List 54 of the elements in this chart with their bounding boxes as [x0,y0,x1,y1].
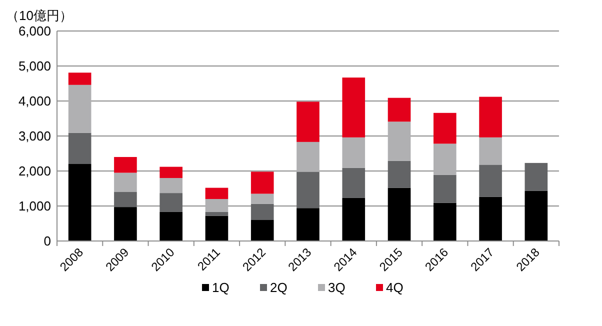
bar [250,194,274,204]
bar [160,166,182,178]
bar [342,168,366,198]
y-tick-label: 0 [44,234,51,248]
bar [388,98,411,122]
bar [205,188,228,199]
y-tick-label: 2,000 [18,164,51,178]
bar [68,72,92,85]
bar [205,212,228,216]
bar [160,212,182,241]
bar [296,102,320,142]
y-tick-label: 4,000 [18,94,51,108]
bar [388,188,411,241]
bar [296,172,320,208]
bar [479,137,502,165]
y-tick-label: 5,000 [18,58,51,74]
bar [342,137,366,168]
bar [68,132,92,164]
legend-label: 3Q [328,280,346,295]
bar [114,207,137,241]
bar [342,78,366,138]
bar [388,160,411,188]
bar [479,196,502,241]
bar [434,112,456,144]
bar [205,216,228,241]
bar [205,199,228,212]
bar [296,208,320,241]
bar [68,164,92,241]
bar [160,193,182,212]
y-tick-label: 3,000 [18,128,51,144]
bar [342,198,366,241]
bar [434,144,456,175]
bar [160,178,182,194]
legend-label: 1Q [212,280,230,295]
bar [114,172,137,192]
bar [68,84,92,133]
bar [250,220,274,241]
y-tick-label: 1,000 [18,198,51,214]
bar [434,202,456,241]
legend-label: 4Q [386,280,404,295]
bar [479,164,502,197]
y-axis-title: （10億円） [6,8,72,23]
bar [114,157,137,173]
bar [434,174,456,203]
bar [296,142,320,172]
legend-label: 2Q [270,280,288,295]
y-tick-label: 6,000 [18,24,51,38]
bar [524,162,548,191]
bar [250,172,274,194]
bar [388,122,411,161]
bar [479,96,502,138]
bar [114,192,137,208]
bar [250,204,274,220]
bar [524,190,548,241]
